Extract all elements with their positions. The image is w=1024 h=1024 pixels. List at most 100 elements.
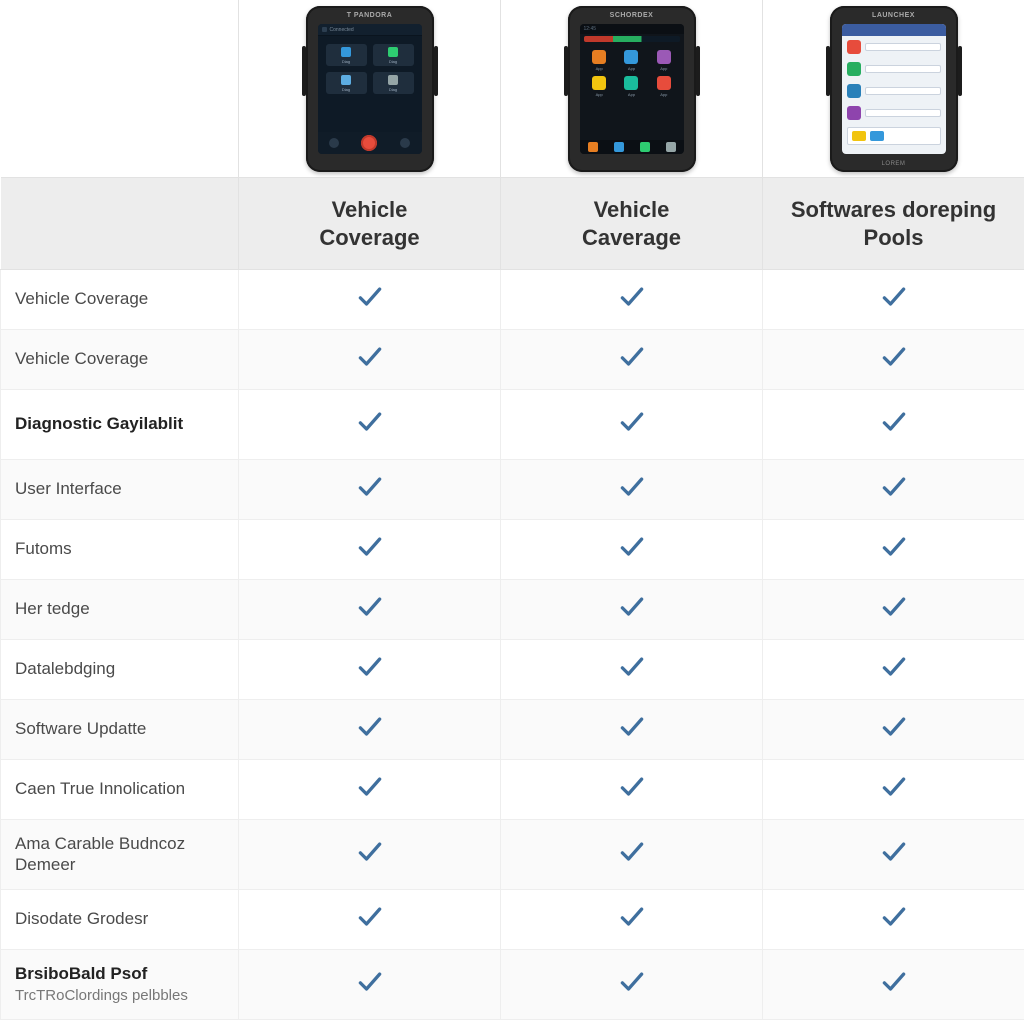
product-device: LAUNCHEXLOREM [830, 6, 958, 172]
comparison-table: T PANDORAConnectedDiagDiagDiagDiag SCHORD… [0, 0, 1024, 1020]
check-icon [880, 408, 908, 441]
check-cell [501, 390, 763, 460]
check-icon [880, 903, 908, 936]
check-icon [618, 903, 646, 936]
column-header-line2: Caverage [509, 224, 754, 252]
check-icon [618, 473, 646, 506]
check-icon [356, 773, 384, 806]
check-icon [356, 473, 384, 506]
check-cell [763, 520, 1024, 580]
check-cell [501, 520, 763, 580]
feature-label-cell: Vehicle Coverage [1, 270, 239, 330]
check-icon [356, 653, 384, 686]
feature-label: User Interface [15, 479, 122, 498]
feature-label-cell: Futoms [1, 520, 239, 580]
check-icon [618, 533, 646, 566]
check-cell [501, 760, 763, 820]
check-cell [239, 760, 501, 820]
table-row: Datalebdging [1, 640, 1024, 700]
column-header: VehicleCaverage [501, 178, 763, 270]
table-row: Disodate Grodesr [1, 890, 1024, 950]
feature-label: BrsiboBald Psof [15, 964, 147, 983]
table-row: BrsiboBald Psof TrcTRoClordings pelbbles [1, 950, 1024, 1020]
check-cell [239, 950, 501, 1020]
check-icon [880, 773, 908, 806]
table-row: Ama Carable Budncoz Demeer [1, 820, 1024, 890]
table-row: Caen True Innolication [1, 760, 1024, 820]
check-icon [618, 653, 646, 686]
check-icon [356, 838, 384, 871]
check-icon [618, 283, 646, 316]
check-cell [239, 520, 501, 580]
column-header: VehicleCoverage [239, 178, 501, 270]
check-cell [763, 950, 1024, 1020]
feature-label: Futoms [15, 539, 72, 558]
product-device: SCHORDEX12:45AppAppAppAppAppApp [568, 6, 696, 172]
feature-label-cell: Disodate Grodesr [1, 890, 239, 950]
table-row: Diagnostic Gayilablit [1, 390, 1024, 460]
check-cell [763, 390, 1024, 460]
check-cell [239, 820, 501, 890]
check-icon [356, 533, 384, 566]
check-icon [356, 713, 384, 746]
feature-label-cell: Her tedge [1, 580, 239, 640]
check-icon [880, 713, 908, 746]
feature-label: Ama Carable Budncoz Demeer [15, 834, 185, 873]
column-header: Softwares dorepingPools [763, 178, 1024, 270]
feature-label: Software Updatte [15, 719, 146, 738]
check-cell [763, 820, 1024, 890]
check-cell [501, 640, 763, 700]
check-cell [239, 330, 501, 390]
column-header-line1: Softwares doreping [771, 196, 1016, 224]
table-row: Vehicle Coverage [1, 270, 1024, 330]
check-cell [501, 950, 763, 1020]
check-cell [763, 330, 1024, 390]
check-cell [501, 890, 763, 950]
check-cell [763, 580, 1024, 640]
feature-label-cell: Diagnostic Gayilablit [1, 390, 239, 460]
check-cell [763, 760, 1024, 820]
table-row: Futoms [1, 520, 1024, 580]
check-icon [356, 343, 384, 376]
check-icon [618, 343, 646, 376]
feature-label-cell: User Interface [1, 460, 239, 520]
check-icon [618, 838, 646, 871]
check-icon [618, 408, 646, 441]
feature-label-cell: Datalebdging [1, 640, 239, 700]
product-device: T PANDORAConnectedDiagDiagDiagDiag [306, 6, 434, 172]
check-icon [356, 593, 384, 626]
check-cell [763, 460, 1024, 520]
check-cell [239, 640, 501, 700]
column-header-line2: Coverage [247, 224, 492, 252]
column-header-line2: Pools [771, 224, 1016, 252]
check-icon [356, 903, 384, 936]
check-cell [763, 640, 1024, 700]
feature-label-cell: Software Updatte [1, 700, 239, 760]
check-cell [501, 460, 763, 520]
check-icon [880, 343, 908, 376]
check-cell [501, 330, 763, 390]
check-cell [501, 820, 763, 890]
check-icon [618, 593, 646, 626]
feature-label-cell: Ama Carable Budncoz Demeer [1, 820, 239, 890]
check-icon [356, 968, 384, 1001]
check-icon [880, 838, 908, 871]
check-cell [239, 460, 501, 520]
product-image-cell: SCHORDEX12:45AppAppAppAppAppApp [501, 0, 763, 178]
check-cell [501, 580, 763, 640]
check-icon [356, 283, 384, 316]
column-header-line1: Vehicle [247, 196, 492, 224]
check-icon [618, 968, 646, 1001]
table-row: Vehicle Coverage [1, 330, 1024, 390]
feature-label-cell: BrsiboBald Psof TrcTRoClordings pelbbles [1, 950, 239, 1020]
feature-label: Vehicle Coverage [15, 289, 148, 308]
check-cell [501, 270, 763, 330]
check-icon [618, 773, 646, 806]
table-row: Software Updatte [1, 700, 1024, 760]
check-icon [880, 968, 908, 1001]
feature-label: Vehicle Coverage [15, 349, 148, 368]
feature-sublabel: TrcTRoClordings pelbbles [15, 987, 226, 1005]
check-icon [880, 473, 908, 506]
feature-label: Her tedge [15, 599, 90, 618]
product-image-cell: LAUNCHEXLOREM [763, 0, 1024, 178]
